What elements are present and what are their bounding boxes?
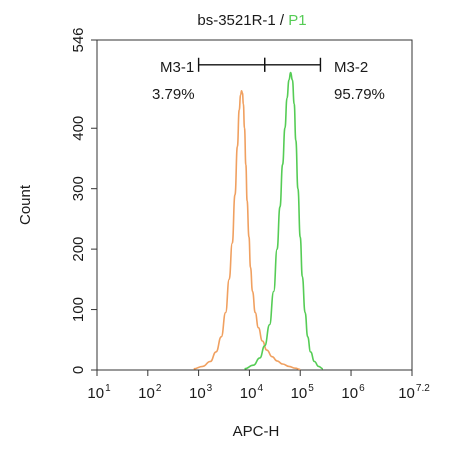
gate-layer: M3-1 3.79% M3-2 95.79%: [152, 57, 385, 103]
y-tick-label: 546: [70, 27, 87, 52]
x-axis-title: APC-H: [233, 423, 280, 440]
x-tick-base: 10: [138, 385, 155, 402]
x-tick-base: 10: [341, 385, 358, 402]
x-axis: 101 102 103 104 105 106 107.2: [87, 370, 430, 402]
title-sample: bs-3521R-1: [197, 12, 275, 29]
x-tick-base: 10: [398, 385, 415, 402]
x-tick-label: 105: [291, 383, 315, 402]
x-tick-exponent: 1: [105, 383, 111, 394]
y-tick-label: 300: [70, 176, 87, 201]
gate-percent-label: 95.79%: [334, 86, 385, 103]
y-tick-label: 0: [70, 366, 87, 374]
y-axis: 0 100 200 300 400 546: [70, 27, 97, 374]
x-tick-exponent: 2: [156, 383, 162, 394]
gate-percent-label: 3.79%: [152, 86, 195, 103]
chart-title: bs-3521R-1 / P1: [197, 12, 306, 29]
x-tick-base: 10: [189, 385, 206, 402]
x-tick-base: 10: [291, 385, 308, 402]
x-tick-base: 10: [240, 385, 257, 402]
x-tick-label: 102: [138, 383, 162, 402]
y-tick-label: 100: [70, 297, 87, 322]
x-tick-exponent: 5: [308, 383, 314, 394]
y-axis-title: Count: [17, 184, 34, 225]
x-tick-exponent: 3: [207, 383, 213, 394]
x-tick-base: 10: [87, 385, 104, 402]
series-layer: [193, 71, 324, 371]
x-tick-exponent: 6: [359, 383, 365, 394]
x-tick-exponent: 4: [257, 383, 263, 394]
plot-frame: [96, 39, 413, 371]
x-tick-label: 104: [240, 383, 264, 402]
title-population: P1: [288, 12, 306, 29]
histogram-series-2: [244, 71, 324, 370]
x-tick-label: 107.2: [398, 383, 430, 402]
x-tick-label: 103: [189, 383, 213, 402]
title-separator: /: [280, 12, 285, 29]
y-tick-label: 200: [70, 237, 87, 262]
gate-name-label: M3-2: [334, 59, 368, 76]
x-tick-exponent: 7.2: [416, 383, 430, 394]
histogram-series-1: [193, 90, 301, 371]
x-tick-label: 101: [87, 383, 111, 402]
y-tick-label: 400: [70, 116, 87, 141]
gate-name-label: M3-1: [160, 59, 194, 76]
x-tick-label: 106: [341, 383, 365, 402]
